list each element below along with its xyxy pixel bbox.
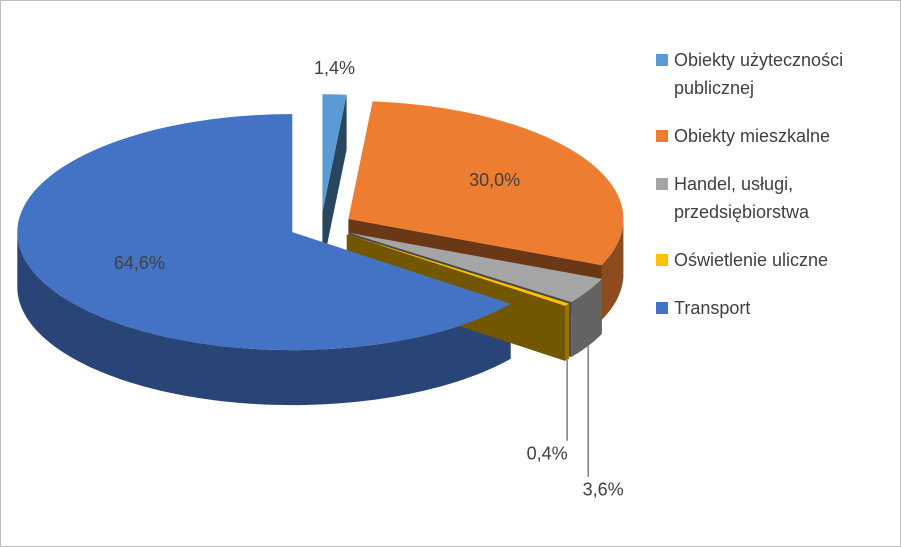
legend-swatch (656, 54, 668, 66)
slice-wall (565, 303, 570, 361)
slice (346, 234, 570, 306)
legend-label: Oświetlenie uliczne (674, 250, 829, 270)
legend-item: Handel, usługi, przedsiębiorstwa (656, 170, 896, 226)
slice-wall (571, 278, 602, 358)
legend-label: Transport (674, 298, 751, 318)
slice (348, 101, 624, 266)
slice-side (322, 94, 347, 268)
slice-wall (17, 232, 511, 406)
data-label: 0,4% (527, 444, 568, 464)
slice (322, 94, 347, 213)
legend-label: Obiekty użyteczności publicznej (674, 50, 844, 98)
slice (348, 232, 602, 303)
legend-swatch (656, 302, 668, 314)
legend-item: Obiekty mieszkalne (656, 122, 896, 150)
legend-item: Oświetlenie uliczne (656, 246, 896, 274)
data-label: 64,6% (114, 253, 165, 273)
legend-item: Obiekty użyteczności publicznej (656, 46, 896, 102)
legend-item: Transport (656, 294, 896, 322)
legend-swatch (656, 178, 668, 190)
slice-wall (601, 218, 624, 321)
legend-label: Obiekty mieszkalne (674, 126, 831, 146)
data-label: 30,0% (469, 170, 520, 190)
data-label: 1,4% (314, 58, 355, 78)
legend-swatch (656, 130, 668, 142)
slice (17, 114, 511, 351)
legend-label: Handel, usługi, przedsiębiorstwa (674, 174, 810, 222)
legend: Obiekty użyteczności publicznej Obiekty m… (656, 46, 896, 342)
legend-swatch (656, 254, 668, 266)
data-label: 3,6% (583, 480, 624, 500)
